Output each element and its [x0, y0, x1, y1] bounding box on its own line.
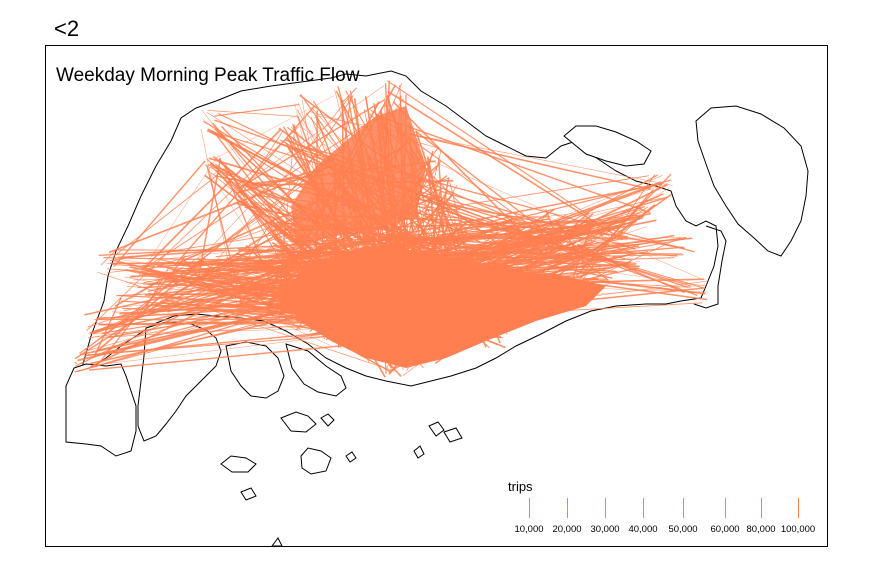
legend-item: 50,000	[659, 498, 707, 538]
flow-line	[145, 256, 233, 298]
pulau-tekong-outline	[695, 105, 809, 257]
flow-line	[415, 130, 609, 281]
legend-label: 20,000	[552, 524, 582, 535]
pulau-ubin-outline	[563, 125, 652, 167]
flow-line	[233, 85, 385, 192]
flow-line	[413, 246, 597, 263]
flow-line	[386, 80, 590, 217]
flow-line	[618, 219, 638, 238]
flow-line	[238, 99, 385, 190]
flow-line	[158, 164, 331, 291]
flow-line	[545, 209, 555, 229]
legend-item: 30,000	[581, 498, 629, 538]
legend-line-swatch	[567, 498, 568, 518]
flow-line	[113, 168, 227, 257]
legend-label: 60,000	[710, 524, 740, 535]
legend-label: 100,000	[780, 524, 816, 535]
west-reclaimed-islands	[65, 321, 347, 457]
flow-line	[592, 203, 656, 257]
legend-line-swatch	[529, 498, 530, 518]
flow-line	[107, 214, 643, 273]
flow-line	[281, 183, 662, 259]
legend-label: 50,000	[668, 524, 698, 535]
flow-line	[197, 98, 349, 285]
flow-density-north	[291, 106, 426, 246]
flow-line	[92, 293, 208, 335]
flow-line	[174, 201, 316, 266]
flow-line	[197, 257, 238, 290]
legend-item: 80,000	[737, 498, 785, 538]
flow-density-core	[276, 246, 606, 368]
flow-line	[392, 101, 545, 256]
flow-line	[208, 170, 279, 281]
legend-item: 100,000	[774, 498, 822, 538]
flow-line	[213, 104, 300, 117]
changi-coast-outline	[693, 225, 727, 309]
flow-line	[142, 128, 282, 271]
flow-line	[93, 297, 122, 357]
map-canvas	[65, 70, 809, 546]
southern-islands	[220, 411, 463, 546]
legend-line-swatch	[683, 498, 684, 518]
legend-item: 60,000	[701, 498, 749, 538]
flow-line	[173, 105, 316, 267]
flow-line	[518, 238, 620, 259]
legend-line-swatch	[643, 498, 644, 518]
legend-label: 30,000	[590, 524, 620, 535]
traffic-flow-lines	[74, 80, 708, 378]
flow-line	[153, 205, 251, 309]
legend-item: 10,000	[505, 498, 553, 538]
flow-line	[341, 87, 358, 104]
map-frame: Weekday Morning Peak Traffic Flow trips …	[45, 45, 828, 547]
flow-line	[244, 287, 302, 331]
flow-line	[207, 110, 299, 117]
flow-line	[113, 160, 206, 267]
legend-item: 40,000	[619, 498, 667, 538]
legend-line-swatch	[761, 498, 762, 518]
flow-line	[209, 289, 332, 346]
legend-line-swatch	[605, 498, 606, 518]
panel-label: <2	[54, 16, 80, 41]
legend-label: 80,000	[746, 524, 776, 535]
flow-line	[387, 90, 624, 241]
flow-line	[108, 163, 337, 254]
flow-line	[98, 229, 575, 256]
flow-line	[410, 133, 652, 191]
legend-label: 40,000	[628, 524, 658, 535]
legend-item: 20,000	[543, 498, 591, 538]
flow-line	[89, 264, 295, 368]
map-title: Weekday Morning Peak Traffic Flow	[56, 65, 360, 86]
legend-title: trips	[508, 479, 533, 494]
flow-line	[74, 361, 78, 365]
legend-line-swatch	[725, 498, 726, 518]
flow-line	[220, 255, 297, 271]
flow-line	[79, 303, 149, 355]
legend-label: 10,000	[514, 524, 544, 535]
legend-line-swatch	[798, 498, 799, 518]
